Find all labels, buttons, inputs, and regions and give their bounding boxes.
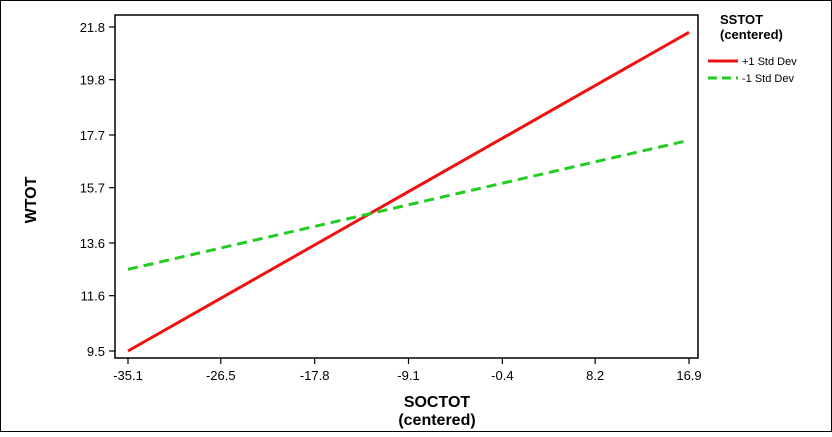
x-tick-label: -26.5 — [206, 368, 236, 383]
x-tick-label: 16.9 — [676, 368, 701, 383]
x-tick-label: -17.8 — [300, 368, 330, 383]
x-tick-label: 8.2 — [586, 368, 604, 383]
x-axis-ticks: -35.1 -26.5 -17.8 -9.1 -0.4 8.2 16.9 — [113, 358, 702, 383]
legend-title: SSTOT — [720, 12, 763, 27]
plot-area — [114, 14, 699, 359]
legend-label-plus-1-std-dev: +1 Std Dev — [742, 56, 797, 68]
legend: SSTOT (centered) +1 Std Dev -1 Std Dev — [708, 12, 797, 85]
y-tick-label: 17.7 — [80, 128, 105, 143]
y-tick-label: 21.8 — [80, 20, 105, 35]
legend-label-minus-1-std-dev: -1 Std Dev — [742, 73, 794, 85]
x-tick-label: -35.1 — [113, 368, 143, 383]
series-group — [127, 30, 690, 353]
y-tick-label: 15.7 — [80, 181, 105, 196]
x-tick-label: -9.1 — [397, 368, 419, 383]
y-tick-label: 13.6 — [80, 236, 105, 251]
y-tick-label: 19.8 — [80, 73, 105, 88]
legend-subtitle: (centered) — [720, 27, 783, 42]
x-tick-label: -0.4 — [491, 368, 513, 383]
series-line-plus-1-std-dev — [127, 30, 690, 353]
y-tick-label: 9.5 — [87, 344, 105, 359]
y-axis-ticks: 9.5 11.6 13.6 15.7 17.7 19.8 21.8 — [80, 20, 115, 359]
y-axis-title: WTOT — [23, 176, 40, 223]
y-tick-label: 11.6 — [81, 289, 105, 304]
x-axis-subtitle: (centered) — [398, 412, 475, 429]
x-axis-title: SOCTOT — [404, 394, 471, 411]
